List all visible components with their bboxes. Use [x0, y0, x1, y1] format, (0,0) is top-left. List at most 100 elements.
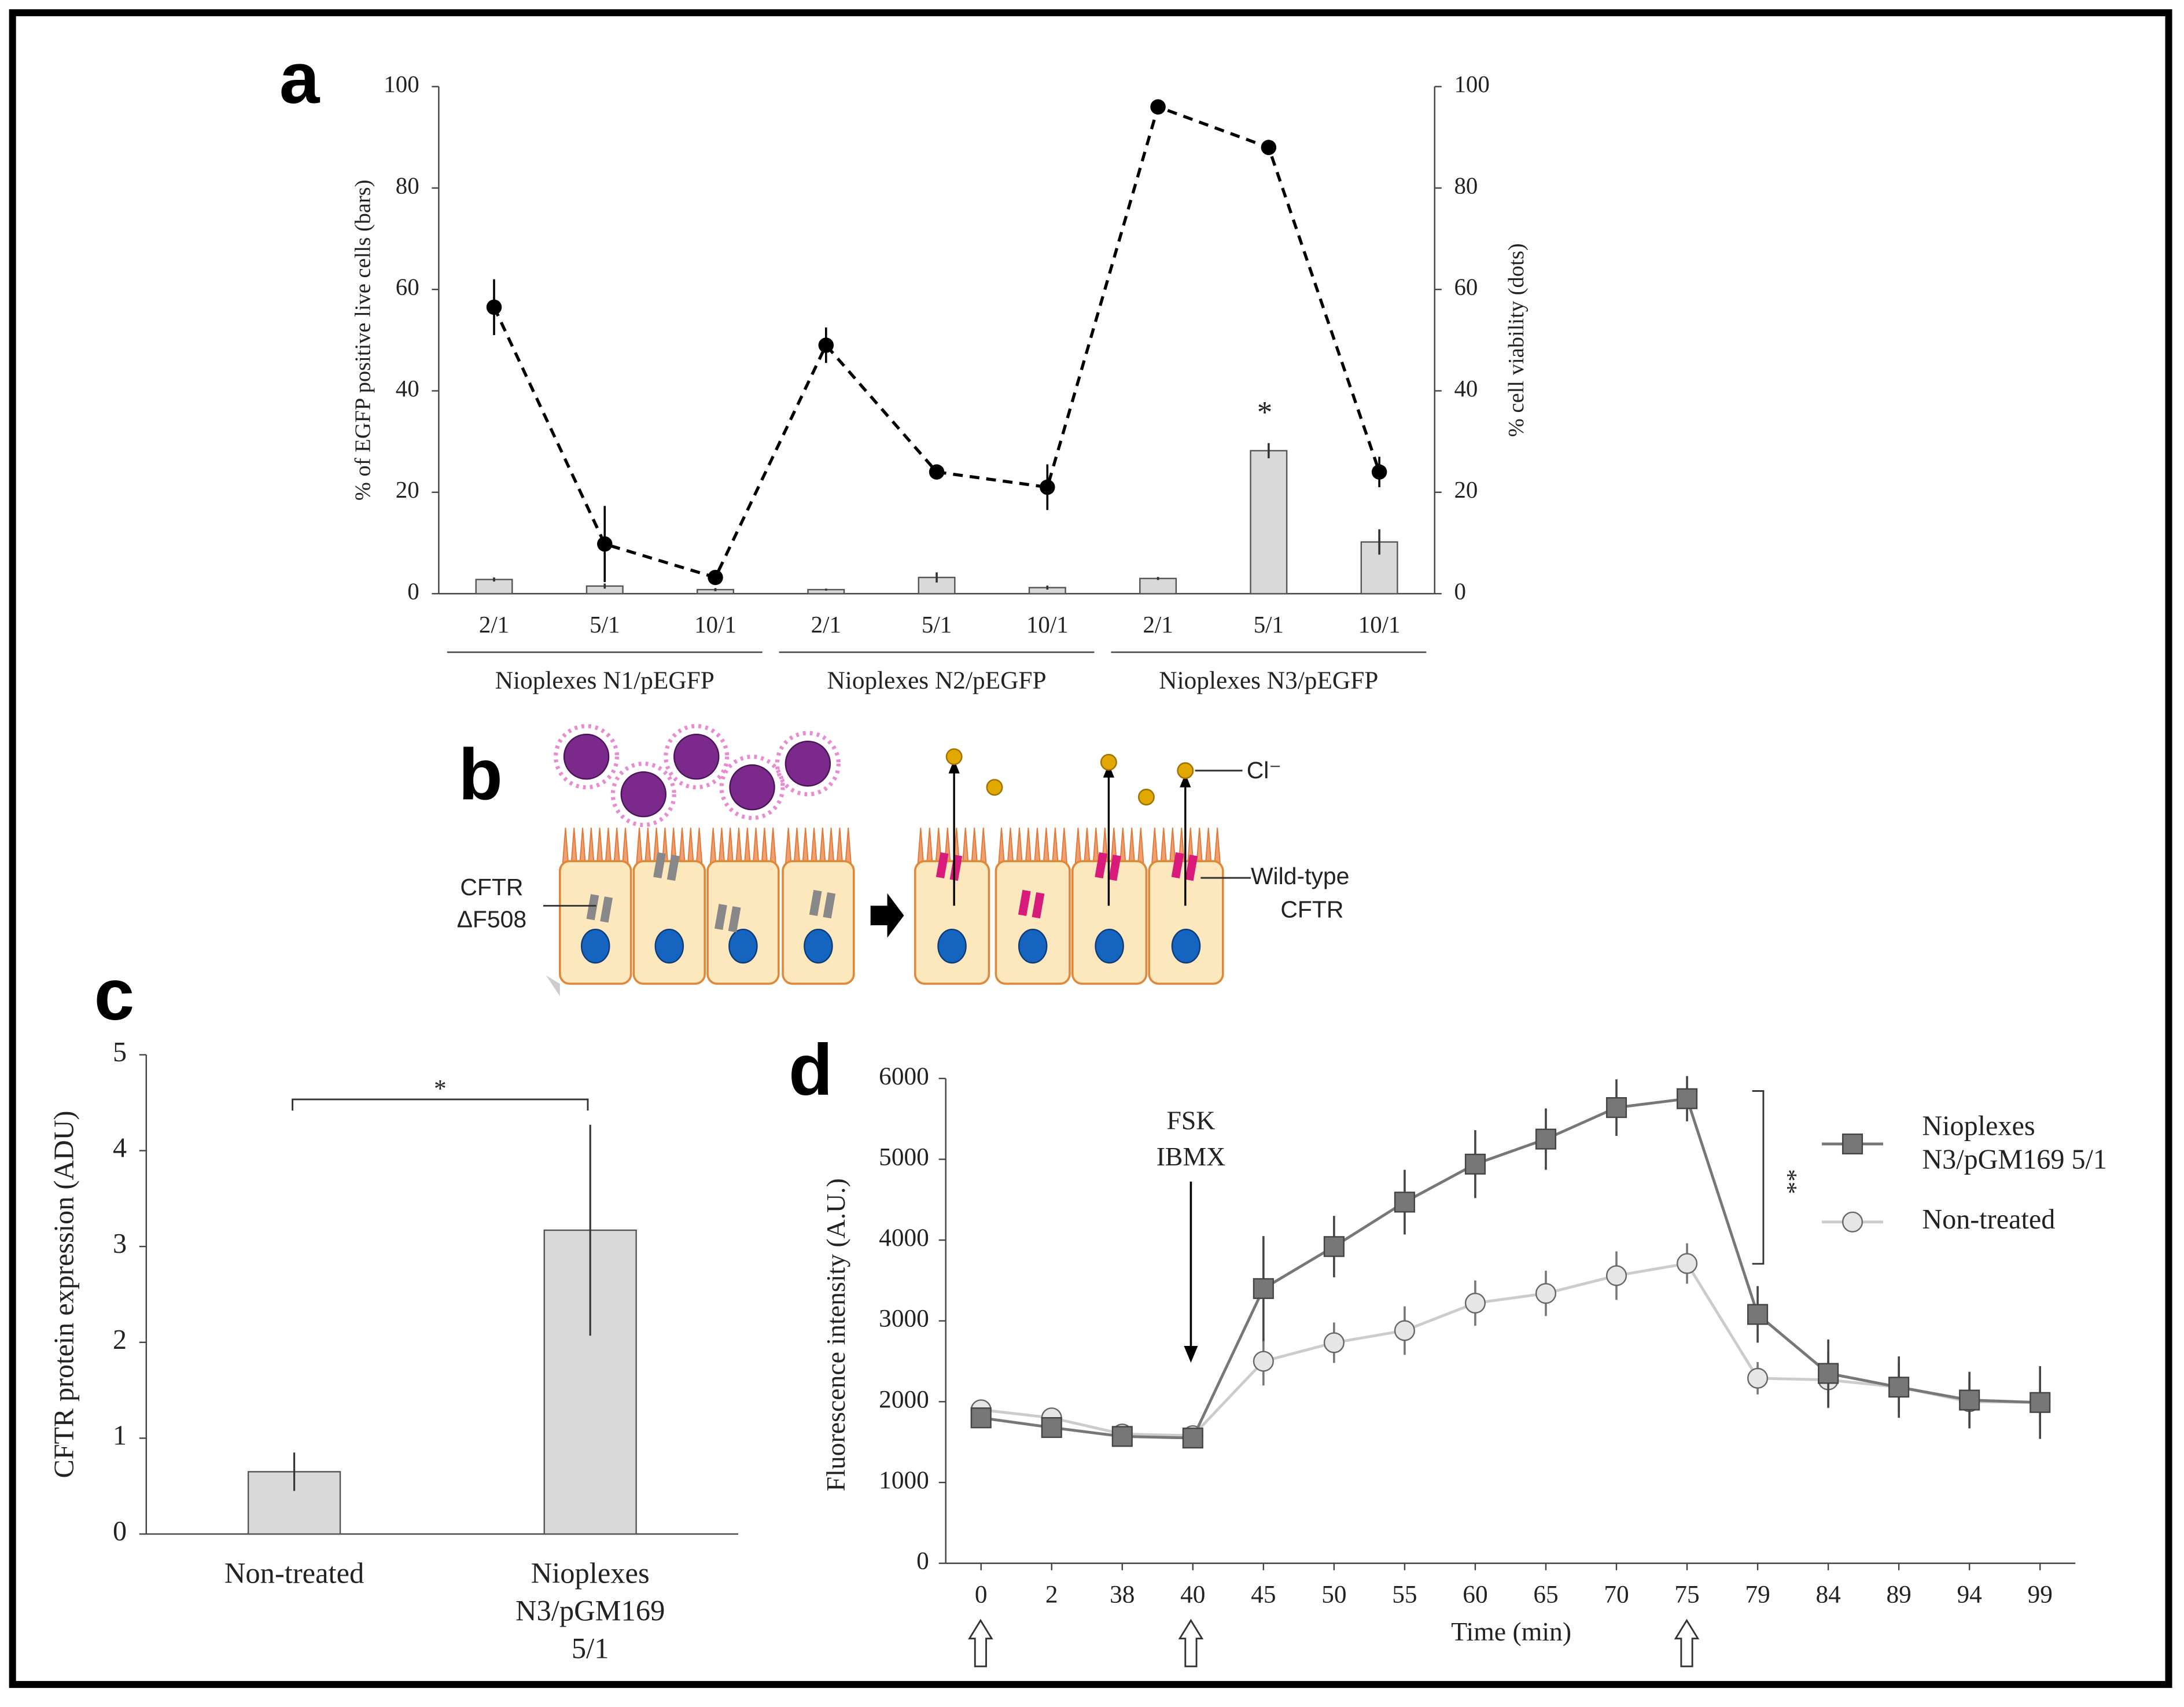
- x-tick-label: 40: [1180, 1580, 1205, 1608]
- y2-tick-label: 20: [1454, 477, 1478, 503]
- bar: [1250, 450, 1288, 595]
- cftr: [1171, 852, 1198, 881]
- x-tick-label: 75: [1674, 1580, 1699, 1608]
- x-tick-label: 60: [1463, 1580, 1487, 1608]
- cilium: [761, 827, 768, 864]
- time-arrows: [968, 1618, 1700, 1668]
- panel-label: d: [789, 1029, 833, 1110]
- cilium: [1052, 827, 1059, 864]
- x-tick-label: 0: [975, 1580, 988, 1608]
- x-tick-label: 65: [1533, 1580, 1558, 1608]
- dot: [1371, 464, 1387, 480]
- dot: [486, 299, 502, 315]
- cells: [546, 724, 1224, 996]
- cilium: [793, 827, 801, 864]
- cilium: [962, 827, 969, 864]
- y-tick-label: 2: [113, 1325, 127, 1355]
- cilium: [709, 827, 717, 864]
- panel-label: c: [94, 954, 135, 1035]
- cilium: [1214, 827, 1221, 864]
- marker: [1535, 1283, 1557, 1304]
- y-tick-label: 1: [113, 1420, 127, 1451]
- cftr: [936, 852, 963, 881]
- x-tick-label: 38: [1110, 1580, 1135, 1608]
- dot: [597, 536, 613, 552]
- nucleus: [804, 929, 833, 964]
- group-label: Nioplexes N1/pEGFP: [495, 667, 715, 694]
- x-tick-label: Nioplexes N3/pGM169 5/1: [515, 1557, 665, 1664]
- cell: [782, 860, 855, 985]
- y-tick-label: 100: [384, 71, 419, 97]
- nioplex: [620, 771, 667, 818]
- y-tick-label: 4: [113, 1133, 127, 1164]
- nioplex-halo: [664, 724, 730, 790]
- cilium: [917, 827, 925, 864]
- label: CFTR: [460, 874, 523, 900]
- cell: [914, 860, 990, 985]
- marker: [1676, 1253, 1698, 1274]
- group-label: Nioplexes N3/pEGFP: [1159, 667, 1378, 694]
- y-tick-label: 0: [113, 1516, 127, 1547]
- y-tick-label: 1000: [879, 1466, 929, 1494]
- x-tick-label: 45: [1251, 1580, 1276, 1608]
- marker: [1041, 1417, 1062, 1439]
- x-tick-label: 94: [1957, 1580, 1982, 1608]
- y-tick-label: 80: [396, 172, 419, 198]
- nucleus: [1171, 929, 1201, 964]
- cilium: [971, 827, 978, 864]
- cell: [706, 860, 780, 985]
- cilium: [562, 827, 569, 864]
- dot: [708, 569, 723, 586]
- label: Cl⁻: [1247, 757, 1281, 783]
- cilium: [1016, 827, 1023, 864]
- y-tick-label: 20: [396, 477, 419, 503]
- label: ΔF508: [457, 906, 527, 933]
- nucleus: [728, 929, 758, 964]
- significance-bracket: [292, 1098, 589, 1111]
- nioplex-halo: [775, 731, 841, 797]
- nucleus: [937, 929, 967, 964]
- cell: [559, 860, 632, 985]
- line: [492, 105, 1381, 580]
- cilium: [1196, 827, 1203, 864]
- cilium: [727, 827, 734, 864]
- cilium: [1043, 827, 1050, 864]
- cilium: [718, 827, 725, 864]
- x-tick-label: 10/1: [694, 612, 736, 638]
- y-tick-label: 3000: [879, 1305, 929, 1333]
- cilium: [1084, 827, 1091, 864]
- cftr: [715, 903, 741, 933]
- marker: [1842, 1133, 1863, 1155]
- cilium: [1025, 827, 1032, 864]
- y-axis-title: % of EGFP positive live cells (bars): [351, 179, 375, 501]
- x-tick-label: 70: [1604, 1580, 1629, 1608]
- cilium: [1137, 827, 1144, 864]
- marker: [2030, 1392, 2051, 1413]
- cilium: [1151, 827, 1158, 864]
- marker: [1605, 1097, 1627, 1119]
- cilium: [752, 827, 760, 864]
- flow-head: [948, 759, 960, 774]
- cilium: [1007, 827, 1014, 864]
- marker: [1394, 1320, 1415, 1341]
- x-tick-label: 2/1: [811, 612, 841, 638]
- y2-tick-label: 100: [1454, 71, 1489, 97]
- nioplex: [673, 733, 720, 780]
- marker: [1676, 1088, 1698, 1109]
- cilium: [998, 827, 1005, 864]
- cilium: [1187, 827, 1194, 864]
- x-tick-label: 5/1: [922, 612, 952, 638]
- nioplex-halo: [553, 724, 620, 790]
- marker: [1535, 1128, 1557, 1150]
- nioplex: [729, 764, 775, 811]
- legend-label: Nioplexes N3/pGM169 5/1: [1922, 1111, 2107, 1175]
- dot: [1040, 479, 1055, 495]
- cilium: [1205, 827, 1212, 864]
- cilium: [687, 827, 694, 864]
- y-tick-label: 5: [113, 1037, 127, 1068]
- marker: [970, 1407, 992, 1429]
- cilium: [622, 827, 629, 864]
- cilium: [644, 827, 651, 864]
- marker: [1253, 1278, 1274, 1299]
